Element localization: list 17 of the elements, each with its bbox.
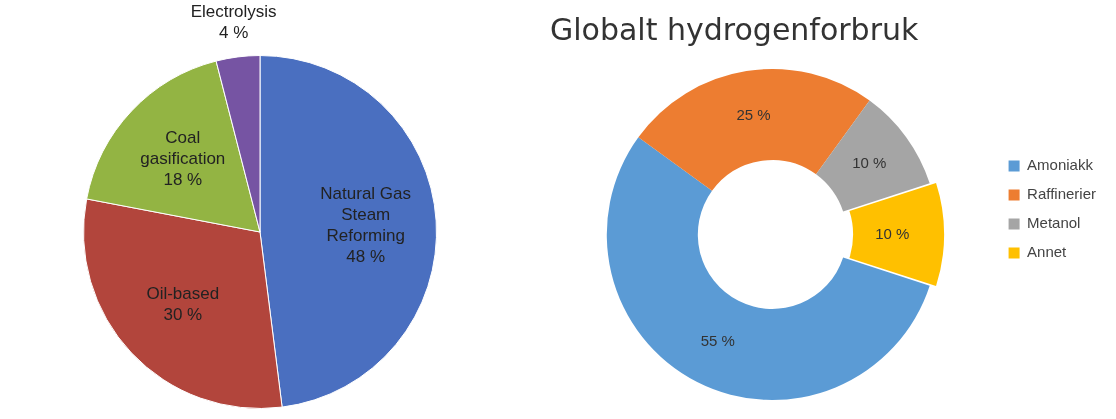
data-label: 4 % xyxy=(218,23,249,43)
slice-label: Electrolysis xyxy=(190,2,277,22)
slice-label: Natural Gas Steam Reforming xyxy=(320,183,412,245)
data-label: 25 % xyxy=(736,106,771,124)
legend-label: Metanol xyxy=(1027,214,1081,232)
data-label: 30 % xyxy=(163,304,203,324)
data-label: 18 % xyxy=(163,170,203,190)
slice-label: Coal gasification xyxy=(140,128,226,169)
legend-label: Amoniakk xyxy=(1027,156,1094,174)
data-label: 48 % xyxy=(346,246,386,266)
data-label: 55 % xyxy=(700,331,735,349)
data-label: 10 % xyxy=(852,154,887,172)
legend-label: Annet xyxy=(1027,243,1068,261)
slice-label: Oil-based xyxy=(146,283,220,303)
legend-label: Raffinerier xyxy=(1027,185,1096,203)
data-label: 10 % xyxy=(875,224,910,242)
chart-title: Globalt hydrogenforbruk xyxy=(550,11,919,47)
